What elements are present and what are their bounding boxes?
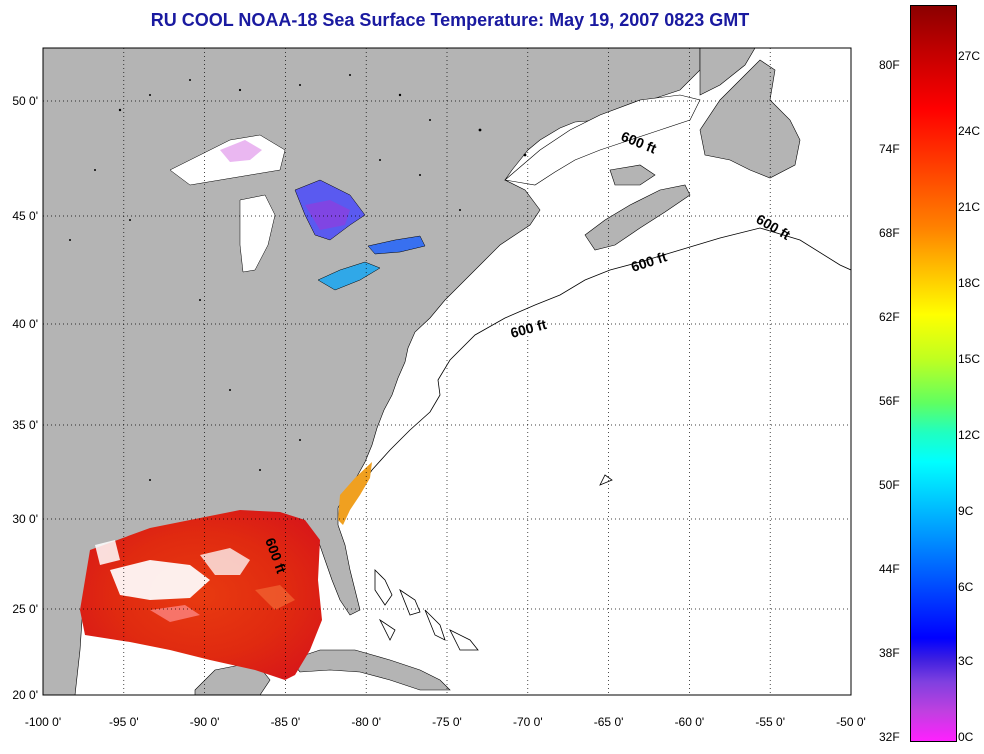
lat-tick-label: 25 0'	[12, 602, 38, 616]
celsius-label: 15C	[958, 352, 981, 366]
lat-tick-label: 50 0'	[12, 94, 38, 108]
temperature-colorbar	[910, 5, 957, 742]
fahrenheit-label: 80F	[879, 58, 900, 72]
celsius-label: 6C	[958, 580, 974, 594]
celsius-label: 12C	[958, 428, 981, 442]
lat-tick-label: 20 0'	[12, 688, 38, 702]
gulf-sst-swath	[80, 510, 322, 680]
lon-tick-label: -50 0'	[836, 715, 866, 729]
st-lawrence-estuary	[504, 94, 701, 186]
cuba-land	[289, 649, 451, 691]
huron-cold-patch	[305, 200, 350, 230]
coastal-warm-strip	[338, 462, 372, 525]
yucatan-land	[194, 664, 271, 695]
nova-scotia-land	[584, 184, 691, 251]
superior-cold-patch	[220, 140, 262, 162]
fahrenheit-label: 62F	[879, 310, 900, 324]
celsius-label: 24C	[958, 124, 981, 138]
lat-tick-label: 30 0'	[12, 512, 38, 526]
lon-tick-label: -100 0'	[25, 715, 61, 729]
celsius-label: 18C	[958, 276, 981, 290]
lat-tick-label: 40 0'	[12, 317, 38, 331]
gulf-st-lawrence-islands	[609, 164, 656, 186]
fahrenheit-label: 56F	[879, 394, 900, 408]
fahrenheit-label: 50F	[879, 478, 900, 492]
lon-tick-label: -55 0'	[755, 715, 785, 729]
lon-tick-label: -60 0'	[675, 715, 705, 729]
bahamas-islands	[374, 474, 613, 651]
fahrenheit-label: 32F	[879, 730, 900, 744]
lon-tick-label: -95 0'	[109, 715, 139, 729]
celsius-label: 3C	[958, 654, 974, 668]
chart-title: RU COOL NOAA-18 Sea Surface Temperature:…	[150, 10, 750, 30]
lake-michigan	[239, 194, 276, 273]
celsius-label: 9C	[958, 504, 974, 518]
fahrenheit-label: 68F	[879, 226, 900, 240]
lon-tick-label: -85 0'	[271, 715, 301, 729]
lon-tick-label: -90 0'	[190, 715, 220, 729]
celsius-label: 21C	[958, 200, 981, 214]
lake-superior	[169, 134, 286, 186]
small-lakes	[69, 74, 527, 481]
shelf-contour-line	[354, 227, 851, 496]
lon-tick-label: -65 0'	[594, 715, 624, 729]
lon-tick-label: -70 0'	[513, 715, 543, 729]
lat-tick-label: 35 0'	[12, 418, 38, 432]
newfoundland-land	[699, 59, 801, 179]
celsius-label: 27C	[958, 49, 981, 63]
lat-tick-label: 45 0'	[12, 209, 38, 223]
lon-tick-label: -80 0'	[351, 715, 381, 729]
map-gridlines	[43, 48, 851, 695]
fahrenheit-label: 44F	[879, 562, 900, 576]
fahrenheit-label: 38F	[879, 646, 900, 660]
labrador-land	[699, 48, 756, 96]
lake-erie	[317, 261, 381, 291]
lon-tick-label: -75 0'	[432, 715, 462, 729]
lake-ontario	[367, 235, 426, 255]
celsius-label: 0C	[958, 730, 974, 744]
fahrenheit-label: 74F	[879, 142, 900, 156]
map-frame	[42, 47, 852, 696]
